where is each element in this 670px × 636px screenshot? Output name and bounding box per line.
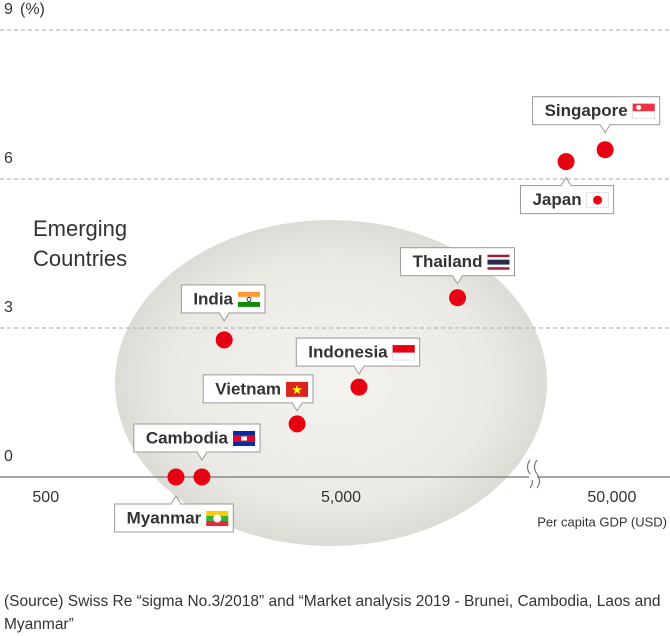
point-label: Indonesia bbox=[295, 337, 421, 376]
flag bbox=[636, 104, 642, 110]
label-tail bbox=[560, 176, 572, 186]
x-tick-label: 500 bbox=[32, 489, 59, 506]
flag bbox=[238, 291, 261, 297]
flag bbox=[206, 511, 229, 516]
point-label: Myanmar bbox=[114, 495, 234, 533]
flag bbox=[632, 103, 655, 112]
point-label: Japan bbox=[519, 176, 615, 215]
flag bbox=[392, 345, 415, 353]
point bbox=[350, 378, 368, 396]
point-name: Cambodia bbox=[146, 428, 229, 447]
flag bbox=[487, 257, 510, 260]
x-axis-label: Per capita GDP (USD) bbox=[537, 514, 667, 529]
x-tick-label: 5,000 bbox=[321, 489, 361, 506]
point-label: Thailand bbox=[400, 247, 515, 285]
label-tail bbox=[218, 312, 230, 322]
y-unit: (%) bbox=[20, 1, 45, 18]
flag bbox=[593, 195, 603, 205]
flag bbox=[238, 301, 261, 307]
point-label: Vietnam bbox=[202, 374, 314, 412]
flag bbox=[292, 384, 303, 395]
point bbox=[215, 331, 233, 349]
point bbox=[449, 289, 467, 307]
y-tick-label: 0 bbox=[4, 448, 13, 465]
point bbox=[596, 141, 614, 159]
label-tail bbox=[291, 402, 303, 412]
annotation: Countries bbox=[33, 246, 127, 271]
label-tail bbox=[196, 451, 208, 461]
point-label: Cambodia bbox=[133, 423, 261, 461]
y-tick-label: 3 bbox=[4, 299, 13, 316]
label-tail bbox=[452, 275, 463, 285]
x-tick-label: 50,000 bbox=[587, 489, 636, 506]
flag bbox=[487, 259, 510, 265]
point bbox=[193, 468, 211, 486]
flag bbox=[241, 436, 248, 441]
point-name: Thailand bbox=[413, 252, 483, 271]
point-name: Indonesia bbox=[308, 343, 388, 362]
flag bbox=[213, 514, 222, 523]
label-tail bbox=[170, 495, 182, 505]
point bbox=[557, 153, 575, 171]
flag bbox=[238, 296, 261, 302]
chart: 0 3 6 9 (%) 500 5,000 50,000 Per capita GDP (USD… bbox=[0, 1, 670, 546]
point-name: Myanmar bbox=[127, 508, 202, 527]
axis-break-gap bbox=[529, 474, 537, 480]
point bbox=[167, 468, 185, 486]
point-name: Vietnam bbox=[215, 379, 281, 398]
annotation: Emerging bbox=[33, 216, 127, 241]
point-name: Japan bbox=[532, 190, 581, 209]
source-note: (Source) Swiss Re “sigma No.3/2018” and … bbox=[4, 593, 661, 633]
flag bbox=[487, 264, 510, 268]
label-tail bbox=[353, 365, 365, 376]
y-tick-label: 6 bbox=[4, 150, 13, 167]
label-tail bbox=[599, 124, 611, 134]
point-label: India bbox=[180, 284, 266, 322]
flag bbox=[487, 254, 510, 258]
flag bbox=[246, 297, 252, 302]
point bbox=[288, 415, 306, 433]
point-name: Singapore bbox=[545, 101, 628, 120]
flag bbox=[206, 521, 229, 526]
point-label: Singapore bbox=[532, 96, 661, 134]
y-tick-label: 9 bbox=[4, 1, 13, 18]
flag bbox=[487, 267, 510, 270]
point-name: India bbox=[193, 289, 233, 308]
